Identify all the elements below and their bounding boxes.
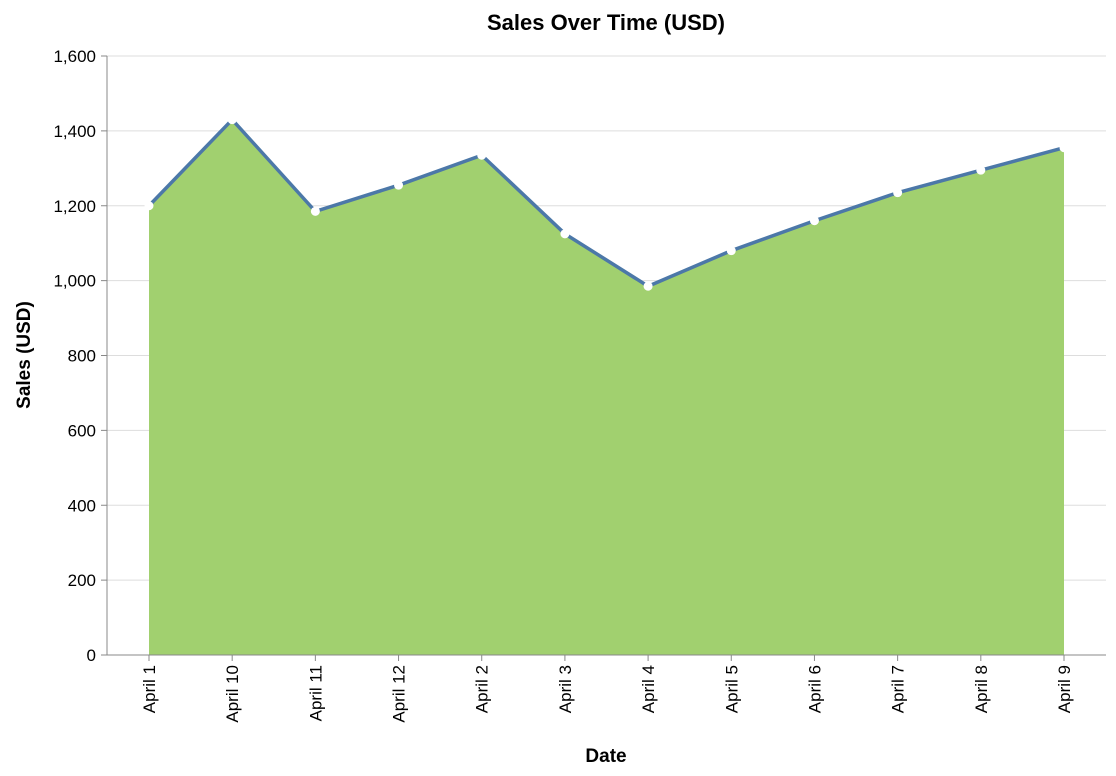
data-point [560, 229, 570, 239]
x-tick-label: April 5 [722, 665, 741, 713]
data-point [1059, 143, 1069, 153]
data-point [144, 201, 154, 211]
data-point [227, 115, 237, 125]
x-tick-label: April 3 [556, 665, 575, 713]
x-tick-label: April 6 [805, 665, 824, 713]
data-point [477, 150, 487, 160]
data-point [310, 206, 320, 216]
x-tick-label: April 11 [306, 665, 325, 721]
sales-line [147, 117, 1065, 289]
data-point [394, 180, 404, 190]
x-tick-label: April 12 [390, 665, 409, 723]
x-tick-label: April 1 [140, 665, 159, 713]
y-tick-label: 1,400 [53, 122, 96, 141]
x-tick-label: April 10 [223, 665, 242, 723]
x-tick-label: April 8 [972, 665, 991, 713]
y-tick-label: 0 [87, 646, 96, 665]
x-tick-label: April 4 [639, 665, 658, 713]
y-tick-label: 600 [68, 421, 96, 440]
axes: 0 200 400 600 800 1,000 1,200 1,400 1,600 April 1… [53, 47, 1106, 723]
y-tick-label: 200 [68, 571, 96, 590]
y-axis-title: Sales (USD) [14, 301, 35, 409]
y-tick-label: 800 [68, 347, 96, 366]
x-tick-label: April 7 [889, 665, 908, 713]
y-tick-label: 1,200 [53, 197, 96, 216]
sales-area [149, 119, 1064, 656]
y-tick-label: 400 [68, 496, 96, 515]
chart-title: Sales Over Time (USD) [487, 10, 725, 35]
data-point [893, 188, 903, 198]
x-tick-label: April 9 [1055, 665, 1074, 713]
y-tick-label: 1,000 [53, 272, 96, 291]
data-point [809, 216, 819, 226]
y-tick-label: 1,600 [53, 47, 96, 66]
data-point [726, 246, 736, 256]
data-point [643, 281, 653, 291]
data-point [976, 165, 986, 175]
plot-area [144, 115, 1069, 656]
x-tick-label: April 2 [473, 665, 492, 713]
x-axis-title: Date [585, 746, 626, 767]
